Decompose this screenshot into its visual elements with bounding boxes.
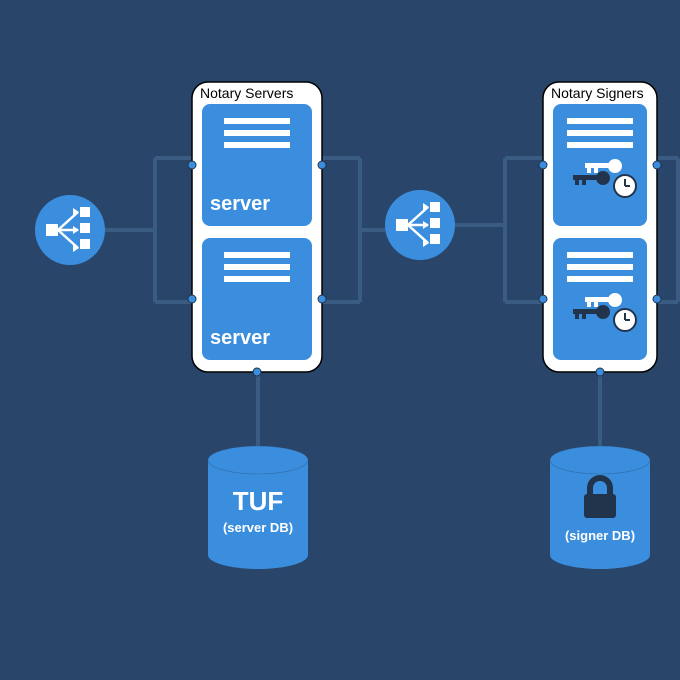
servers-panel: Notary Servers server server xyxy=(188,82,326,376)
signers-panel-card-0 xyxy=(553,104,647,226)
db-signer-subtitle: (signer DB) xyxy=(565,528,635,543)
servers-panel-card-1: server xyxy=(202,238,312,360)
signers-panel-title: Notary Signers xyxy=(551,85,644,101)
load-balancer-left-icon xyxy=(35,195,105,265)
db-tuf-title: TUF xyxy=(233,486,284,516)
servers-panel-card-1-label: server xyxy=(210,327,270,349)
db-tuf: TUF (server DB) xyxy=(208,446,308,569)
servers-panel-card-0-label: server xyxy=(210,193,270,215)
servers-panel-title: Notary Servers xyxy=(200,85,293,101)
db-signer: (signer DB) xyxy=(550,446,650,569)
db-tuf-subtitle: (server DB) xyxy=(223,520,293,535)
servers-panel-card-0: server xyxy=(202,104,312,226)
load-balancer-right-icon xyxy=(385,190,455,260)
signers-panel: Notary Signers xyxy=(539,82,661,376)
signers-panel-card-1 xyxy=(553,238,647,360)
